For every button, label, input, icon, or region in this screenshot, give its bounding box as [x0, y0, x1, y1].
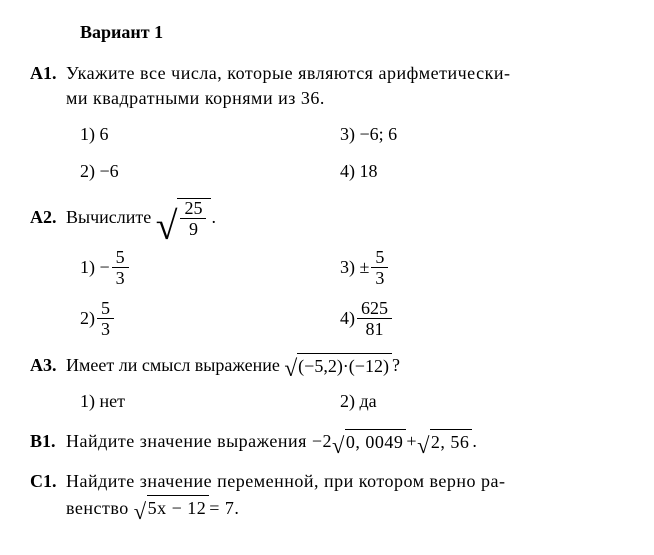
- a2-opt4: 4) 62581: [340, 299, 394, 338]
- radical-icon: √: [332, 437, 345, 455]
- question-a2: А2. Вычислите √ 25 9 . 1) −: [30, 198, 624, 338]
- a2-sqrt: √ 25 9: [156, 198, 212, 238]
- options-a2: 1) − 53 3) ± 53 2) 53 4) 62581: [80, 248, 624, 338]
- text-c1: Найдите значение переменной, при котором…: [66, 469, 624, 521]
- a3-qmark: ?: [392, 353, 400, 378]
- variant-title: Вариант 1: [80, 20, 624, 45]
- a1-opt1: 1) 6: [80, 122, 340, 147]
- a2-prefix: Вычислите: [66, 205, 151, 230]
- a2-opt1: 1) − 53: [80, 248, 340, 287]
- b1-sqrt2-body: 2, 56: [430, 429, 473, 455]
- options-a1: 1) 6 3) −6; 6 2) −6 4) 18: [80, 122, 624, 184]
- a3-prefix: Имеет ли смысл выражение: [66, 353, 280, 378]
- a1-line1: Укажите все числа, которые являются ариф…: [66, 63, 510, 83]
- a1-opt2: 2) −6: [80, 159, 340, 184]
- radical-icon: √: [284, 360, 297, 379]
- text-a2: Вычислите √ 25 9 .: [66, 198, 624, 238]
- b1-sqrt1-body: 0, 0049: [345, 429, 407, 455]
- c1-sqrt: √ 5x − 12: [134, 495, 210, 521]
- a2-o4-den: 81: [362, 319, 388, 338]
- a3-opt1: 1) нет: [80, 389, 340, 414]
- a2-o3-num: 5: [371, 248, 388, 268]
- options-a3: 1) нет 2) да: [80, 389, 624, 414]
- a2-o2-num: 5: [97, 299, 114, 319]
- a2-o1-den: 3: [112, 268, 129, 287]
- question-c1: С1. Найдите значение переменной, при кот…: [30, 469, 624, 521]
- radical-icon: √: [417, 437, 430, 455]
- a2-o4-pre: 4): [340, 306, 355, 331]
- a2-o3-den: 3: [371, 268, 388, 287]
- a2-period: .: [211, 205, 216, 230]
- c1-sqrt-body: 5x − 12: [147, 495, 210, 521]
- text-b1: Найдите значение выражения −2 √ 0, 0049 …: [66, 428, 624, 455]
- a1-opt3: 3) −6; 6: [340, 122, 397, 147]
- radical-icon: √: [156, 212, 178, 242]
- a2-o4-num: 625: [357, 299, 392, 319]
- b1-prefix: Найдите значение выражения −2: [66, 429, 332, 454]
- a2-frac-num: 25: [180, 199, 206, 219]
- b1-mid: +: [406, 429, 417, 454]
- label-b1: В1.: [30, 429, 66, 454]
- label-a3: А3.: [30, 353, 66, 378]
- c1-line2-pre: венство: [66, 496, 129, 521]
- a2-frac: 25 9: [180, 199, 206, 238]
- a2-o2-den: 3: [97, 319, 114, 338]
- b1-sqrt1: √ 0, 0049: [332, 429, 406, 455]
- question-b1: В1. Найдите значение выражения −2 √ 0, 0…: [30, 428, 624, 455]
- a2-opt3: 3) ± 53: [340, 248, 390, 287]
- a2-opt2: 2) 53: [80, 299, 340, 338]
- a3-sqrt: √ (−5,2)·(−12): [284, 353, 392, 379]
- text-a1: Укажите все числа, которые являются ариф…: [66, 61, 624, 111]
- a2-o2-pre: 2): [80, 306, 95, 331]
- a1-opt4: 4) 18: [340, 159, 378, 184]
- a2-o3-pre: 3) ±: [340, 255, 369, 280]
- b1-period: .: [472, 429, 477, 454]
- label-a2: А2.: [30, 205, 66, 230]
- label-a1: А1.: [30, 61, 66, 86]
- a3-sqrt-body: (−5,2)·(−12): [297, 353, 392, 379]
- c1-line1: Найдите значение переменной, при котором…: [66, 471, 506, 491]
- a1-line2: ми квадратными корнями из 36.: [66, 88, 325, 108]
- a3-opt2: 2) да: [340, 389, 377, 414]
- question-a3: А3. Имеет ли смысл выражение √ (−5,2)·(−…: [30, 352, 624, 414]
- c1-line2-post: = 7.: [209, 496, 239, 521]
- a2-frac-den: 9: [185, 219, 202, 238]
- radical-icon: √: [134, 503, 147, 521]
- a2-o1-pre: 1) −: [80, 255, 110, 280]
- a2-o1-num: 5: [112, 248, 129, 268]
- b1-sqrt2: √ 2, 56: [417, 429, 472, 455]
- text-a3: Имеет ли смысл выражение √ (−5,2)·(−12) …: [66, 352, 624, 379]
- question-a1: А1. Укажите все числа, которые являются …: [30, 61, 624, 184]
- label-c1: С1.: [30, 469, 66, 494]
